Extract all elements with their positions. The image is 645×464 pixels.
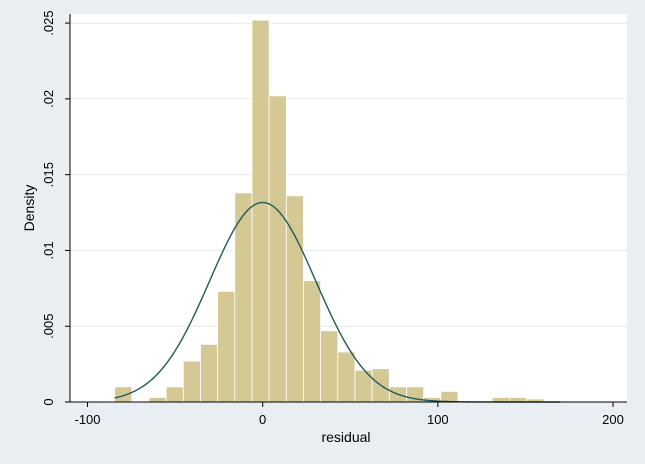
histogram-bars bbox=[114, 19, 545, 403]
x-tick-label: 0 bbox=[259, 412, 266, 427]
x-axis-ticks: -100 0 100 200 bbox=[75, 402, 624, 427]
plot-area bbox=[70, 14, 627, 402]
y-tick-label: 0 bbox=[41, 398, 56, 405]
histogram-bar bbox=[285, 195, 304, 403]
y-tick-label: .02 bbox=[41, 90, 56, 108]
y-axis-label: Density bbox=[21, 185, 37, 232]
x-tick-label: -100 bbox=[75, 412, 101, 427]
histogram-bar bbox=[217, 290, 236, 403]
histogram-bar bbox=[114, 386, 133, 403]
histogram-bar bbox=[440, 390, 459, 403]
axes bbox=[69, 14, 627, 403]
y-tick-label: .015 bbox=[41, 162, 56, 187]
y-tick-label: .01 bbox=[41, 241, 56, 259]
x-axis-label: residual bbox=[321, 429, 370, 445]
histogram-bar bbox=[200, 344, 219, 403]
gridlines bbox=[70, 22, 627, 327]
y-axis-ticks: 0 .005 .01 .015 .02 .025 bbox=[41, 10, 70, 406]
x-tick-label: 100 bbox=[427, 412, 449, 427]
histogram-bar bbox=[148, 397, 167, 403]
y-tick-label: .005 bbox=[41, 314, 56, 339]
histogram-bar bbox=[337, 351, 356, 403]
histogram-bar bbox=[165, 386, 184, 403]
histogram-bar bbox=[303, 280, 322, 403]
x-tick-label: 200 bbox=[602, 412, 624, 427]
histogram-bar bbox=[268, 95, 287, 403]
histogram-bar bbox=[182, 360, 201, 403]
histogram-bar bbox=[251, 19, 270, 403]
histogram-bar bbox=[320, 330, 339, 403]
y-tick-label: .025 bbox=[41, 10, 56, 35]
